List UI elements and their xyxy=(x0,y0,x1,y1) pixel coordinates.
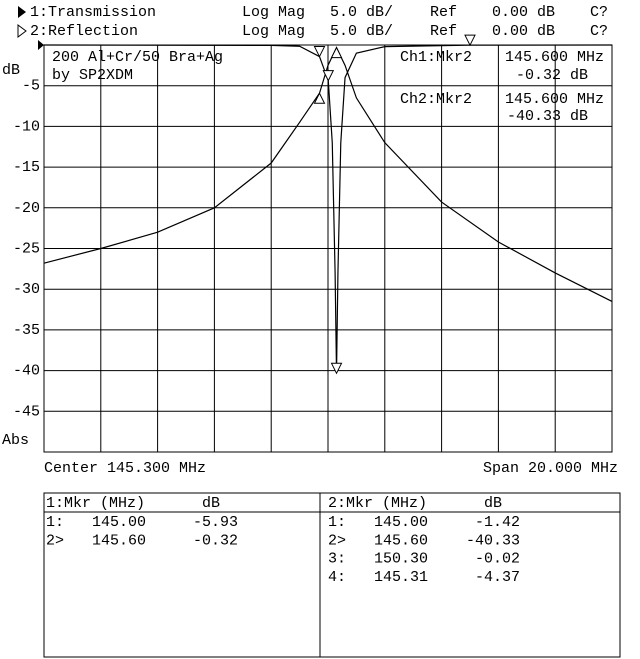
table-header: 2:Mkr (MHz) xyxy=(328,495,427,512)
y-tick-label: -5 xyxy=(22,78,40,95)
readout: Ch1:Mkr2 xyxy=(400,49,472,66)
table-marker-name: 1: xyxy=(46,514,64,531)
table-db: -1.42 xyxy=(475,514,520,531)
readout: -40.33 dB xyxy=(507,108,588,125)
table-header: dB xyxy=(484,495,502,512)
channel-ref: 0.00 dB xyxy=(492,23,555,40)
y-tick-label: -45 xyxy=(13,403,40,420)
channel-format: Log Mag xyxy=(242,23,305,40)
channel-ref-label: Ref xyxy=(430,4,457,21)
table-freq: 145.60 xyxy=(374,532,428,549)
table-marker-name: 3: xyxy=(328,551,346,568)
y-tick-label: -10 xyxy=(13,118,40,135)
table-db: -0.02 xyxy=(475,551,520,568)
table-freq: 150.30 xyxy=(374,551,428,568)
y-tick-label: -25 xyxy=(13,240,40,257)
annotation: 200 Al+Cr/50 Bra+Ag xyxy=(52,49,223,66)
channel-scale: 5.0 dB/ xyxy=(330,4,393,21)
table-marker-name: 2> xyxy=(328,532,346,549)
table-marker-name: 4: xyxy=(328,569,346,586)
ref-pointer xyxy=(38,40,44,50)
y-tick-label: -40 xyxy=(13,363,40,380)
y-tick-label: -35 xyxy=(13,322,40,339)
table-marker-name: 1: xyxy=(328,514,346,531)
marker xyxy=(313,46,326,58)
table-freq: 145.00 xyxy=(374,514,428,531)
span-label: Span 20.000 MHz xyxy=(483,460,618,477)
table-freq: 145.00 xyxy=(92,514,146,531)
center-label: Center 145.300 MHz xyxy=(44,460,206,477)
table-header: dB xyxy=(202,495,220,512)
y-tick-label: -30 xyxy=(13,281,40,298)
table-db: -5.93 xyxy=(193,514,238,531)
y-tick-label: -20 xyxy=(13,200,40,217)
readout: 145.600 MHz xyxy=(505,49,604,66)
marker xyxy=(330,362,343,375)
table-freq: 145.31 xyxy=(374,569,428,586)
active-channel-icon xyxy=(18,6,26,18)
readout: -0.32 dB xyxy=(516,67,588,84)
table-header: 1:Mkr (MHz) xyxy=(46,495,145,512)
marker xyxy=(322,70,335,82)
table-db: -4.37 xyxy=(475,569,520,586)
table-freq: 145.60 xyxy=(92,532,146,549)
channel-label: 2:Reflection xyxy=(30,23,138,40)
y-tick-label: -15 xyxy=(13,159,40,176)
channel-scale: 5.0 dB/ xyxy=(330,23,393,40)
table-db: -40.33 xyxy=(466,532,520,549)
channel-icon xyxy=(17,24,27,38)
readout: 145.600 MHz xyxy=(505,91,604,108)
channel-cal: C? xyxy=(590,23,608,40)
channel-cal: C? xyxy=(590,4,608,21)
channel-format: Log Mag xyxy=(242,4,305,21)
channel-ref-label: Ref xyxy=(430,23,457,40)
readout: Ch2:Mkr2 xyxy=(400,91,472,108)
annotation: by SP2XDM xyxy=(52,67,133,84)
marker xyxy=(313,92,326,104)
bottom-label: Abs xyxy=(2,432,29,449)
table-marker-name: 2> xyxy=(46,532,64,549)
y-unit-label: dB xyxy=(2,62,20,79)
marker-table-frame xyxy=(43,492,621,658)
marker xyxy=(464,34,476,47)
channel-ref: 0.00 dB xyxy=(492,4,555,21)
channel-label: 1:Transmission xyxy=(30,4,156,21)
table-db: -0.32 xyxy=(193,532,238,549)
marker xyxy=(330,46,343,59)
